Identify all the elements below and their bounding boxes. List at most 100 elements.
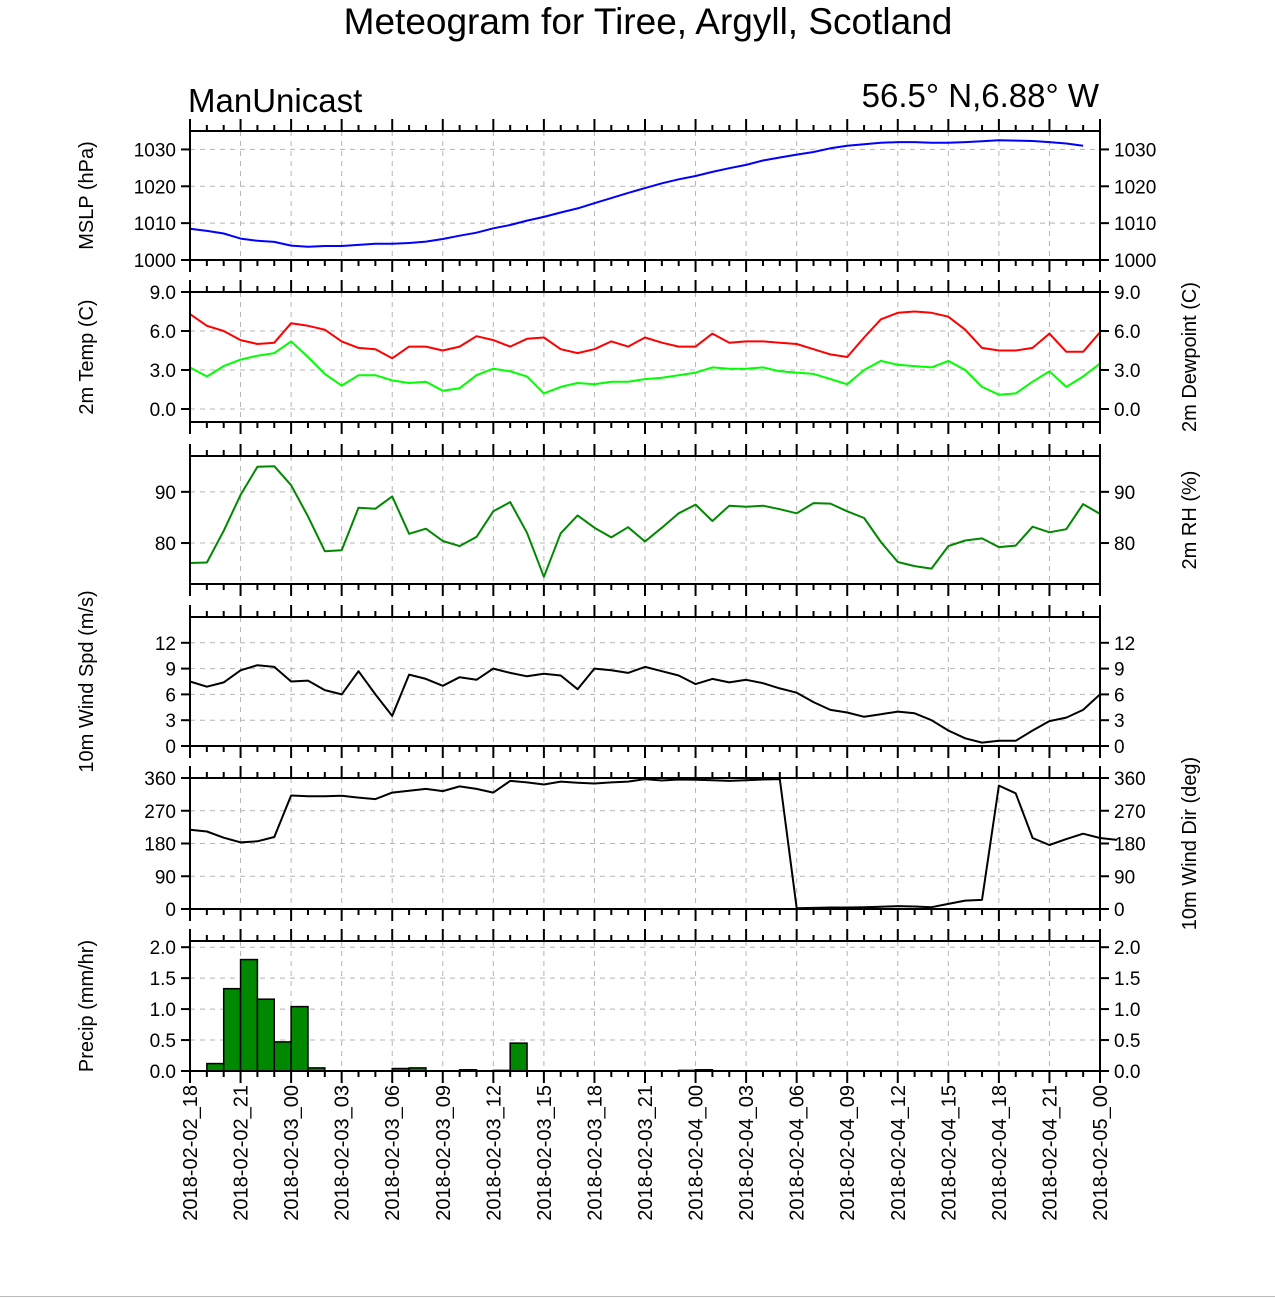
panel-3: 80 80 90 90 2m RH (%) [155, 444, 1201, 596]
series-line-2 [189, 340, 1101, 396]
panel-4: 0 0 3 3 6 6 9 9 12 12 10m Wind Spd (m/s) [76, 590, 1135, 772]
x-tick-label: 2018-02-03_09 [433, 1085, 455, 1221]
y-tick-label: 1030 [134, 140, 176, 161]
x-tick-label: 2018-02-03_00 [281, 1085, 303, 1221]
y-tick-label: 6 [165, 685, 176, 706]
x-tick-label: 2018-02-05_00 [1090, 1085, 1112, 1221]
precip-bar [509, 1042, 528, 1072]
y-tick-label: 0.0 [150, 1062, 176, 1083]
y-tick-label-right: 3.0 [1114, 361, 1140, 382]
x-tick-label: 2018-02-04_21 [1039, 1085, 1061, 1221]
x-tick-label: 2018-02-03_18 [584, 1085, 606, 1221]
y-tick-label-right: 12 [1114, 634, 1135, 655]
y-tick-label: 6.0 [150, 322, 176, 343]
x-tick-label: 2018-02-02_21 [231, 1085, 253, 1221]
panel-6: 0.0 0.0 0.5 0.5 1.0 1.0 1.5 1.5 2.0 2.0 Precip (mm… [76, 929, 1140, 1083]
x-tick-label: 2018-02-03_03 [332, 1085, 354, 1221]
location-label: 56.5° N,6.88° W [862, 77, 1100, 114]
y-tick-label-right: 0.5 [1114, 1031, 1140, 1052]
y-axis-label-right: 2m Dewpoint (C) [1179, 282, 1201, 432]
y-tick-label-right: 6 [1114, 685, 1125, 706]
y-tick-label: 1010 [134, 214, 176, 235]
y-tick-label: 3 [165, 711, 176, 732]
model-label: ManUnicast [188, 82, 362, 119]
x-tick-label: 2018-02-03_15 [534, 1085, 556, 1221]
chart-title: Meteogram for Tiree, Argyll, Scotland [344, 1, 953, 42]
y-tick-label: 0 [165, 900, 176, 921]
y-tick-label: 3.0 [150, 361, 176, 382]
panel-2: 0.0 0.0 3.0 3.0 6.0 6.0 9.0 9.0 2m Temp (C) 2m De… [76, 280, 1201, 434]
divider [0, 1296, 1275, 1297]
y-axis-label-right: 10m Wind Dir (deg) [1179, 757, 1201, 930]
y-tick-label-right: 0 [1114, 737, 1125, 758]
chart-panels: 1000 1000 1010 1010 1020 1020 1030 1030 MSLP (hP… [76, 119, 1201, 1221]
y-tick-label-right: 9.0 [1114, 283, 1140, 304]
panel-5: 0 0 90 90 180 180 270 270 360 360 10m Wind Dir (de… [144, 757, 1201, 930]
y-tick-label-right: 3 [1114, 711, 1125, 732]
x-tick-label: 2018-02-04_15 [938, 1085, 960, 1221]
series-line-1 [189, 664, 1101, 744]
y-tick-label: 360 [144, 769, 176, 790]
y-tick-label: 9 [165, 660, 176, 681]
y-tick-label: 80 [155, 534, 176, 555]
y-axis-label-left: MSLP (hPa) [76, 141, 98, 250]
y-tick-label-right: 2.0 [1114, 938, 1140, 959]
y-tick-label: 12 [155, 634, 176, 655]
y-tick-label-right: 6.0 [1114, 322, 1140, 343]
precip-bar [206, 1062, 225, 1072]
y-tick-label: 9.0 [150, 283, 176, 304]
y-tick-label-right: 1020 [1114, 177, 1156, 198]
x-tick-label: 2018-02-03_06 [382, 1085, 404, 1221]
x-tick-label: 2018-02-03_12 [483, 1085, 505, 1221]
y-tick-label-right: 360 [1114, 769, 1146, 790]
x-tick-label: 2018-02-04_06 [787, 1085, 809, 1221]
x-tick-label: 2018-02-04_12 [888, 1085, 910, 1221]
y-tick-label-right: 0.0 [1114, 400, 1140, 421]
y-tick-label-right: 1030 [1114, 140, 1156, 161]
y-axis-label-left: 10m Wind Spd (m/s) [76, 590, 98, 772]
y-tick-label-right: 270 [1114, 802, 1146, 823]
y-tick-label: 1000 [134, 251, 176, 272]
y-tick-label-right: 0 [1114, 900, 1125, 921]
y-tick-label-right: 90 [1114, 867, 1135, 888]
y-tick-label: 2.0 [150, 938, 176, 959]
precip-bar [239, 958, 259, 1072]
y-tick-label-right: 80 [1114, 534, 1135, 555]
precip-bar [256, 998, 276, 1072]
y-tick-label: 180 [144, 835, 176, 856]
y-tick-label-right: 1.5 [1114, 969, 1140, 990]
precip-bar [290, 1005, 309, 1072]
y-axis-label-right: 2m RH (%) [1179, 471, 1201, 570]
precip-bar [273, 1041, 292, 1072]
y-tick-label-right: 1010 [1114, 214, 1156, 235]
x-tick-label: 2018-02-04_09 [837, 1085, 859, 1221]
y-tick-label-right: 1000 [1114, 251, 1156, 272]
y-tick-label-right: 9 [1114, 660, 1125, 681]
y-tick-label: 1020 [134, 177, 176, 198]
series-line-1 [189, 310, 1101, 360]
y-tick-label-right: 0.0 [1114, 1062, 1140, 1083]
x-tick-label: 2018-02-03_21 [635, 1085, 657, 1221]
y-tick-label: 270 [144, 802, 176, 823]
y-tick-label: 0.0 [150, 400, 176, 421]
y-tick-label-right: 180 [1114, 835, 1146, 856]
y-tick-label-right: 1.0 [1114, 1000, 1140, 1021]
x-tick-label: 2018-02-02_18 [180, 1085, 202, 1221]
x-tick-label: 2018-02-04_03 [736, 1085, 758, 1221]
precip-bar [222, 987, 242, 1072]
y-tick-label: 90 [155, 867, 176, 888]
x-tick-label: 2018-02-04_18 [989, 1085, 1011, 1221]
y-tick-label: 1.0 [150, 1000, 176, 1021]
y-tick-label: 1.5 [150, 969, 176, 990]
series-line-1 [189, 778, 1118, 910]
y-tick-label: 90 [155, 483, 176, 504]
y-tick-label: 0 [165, 737, 176, 758]
y-axis-label-left: 2m Temp (C) [76, 299, 98, 414]
y-tick-label: 0.5 [150, 1031, 176, 1052]
x-tick-label: 2018-02-04_00 [686, 1085, 708, 1221]
series-line-1 [189, 465, 1101, 578]
y-tick-label-right: 90 [1114, 483, 1135, 504]
panel-1: 1000 1000 1010 1010 1020 1020 1030 1030 MSLP (hP… [76, 119, 1156, 272]
series-line-1 [189, 139, 1084, 248]
